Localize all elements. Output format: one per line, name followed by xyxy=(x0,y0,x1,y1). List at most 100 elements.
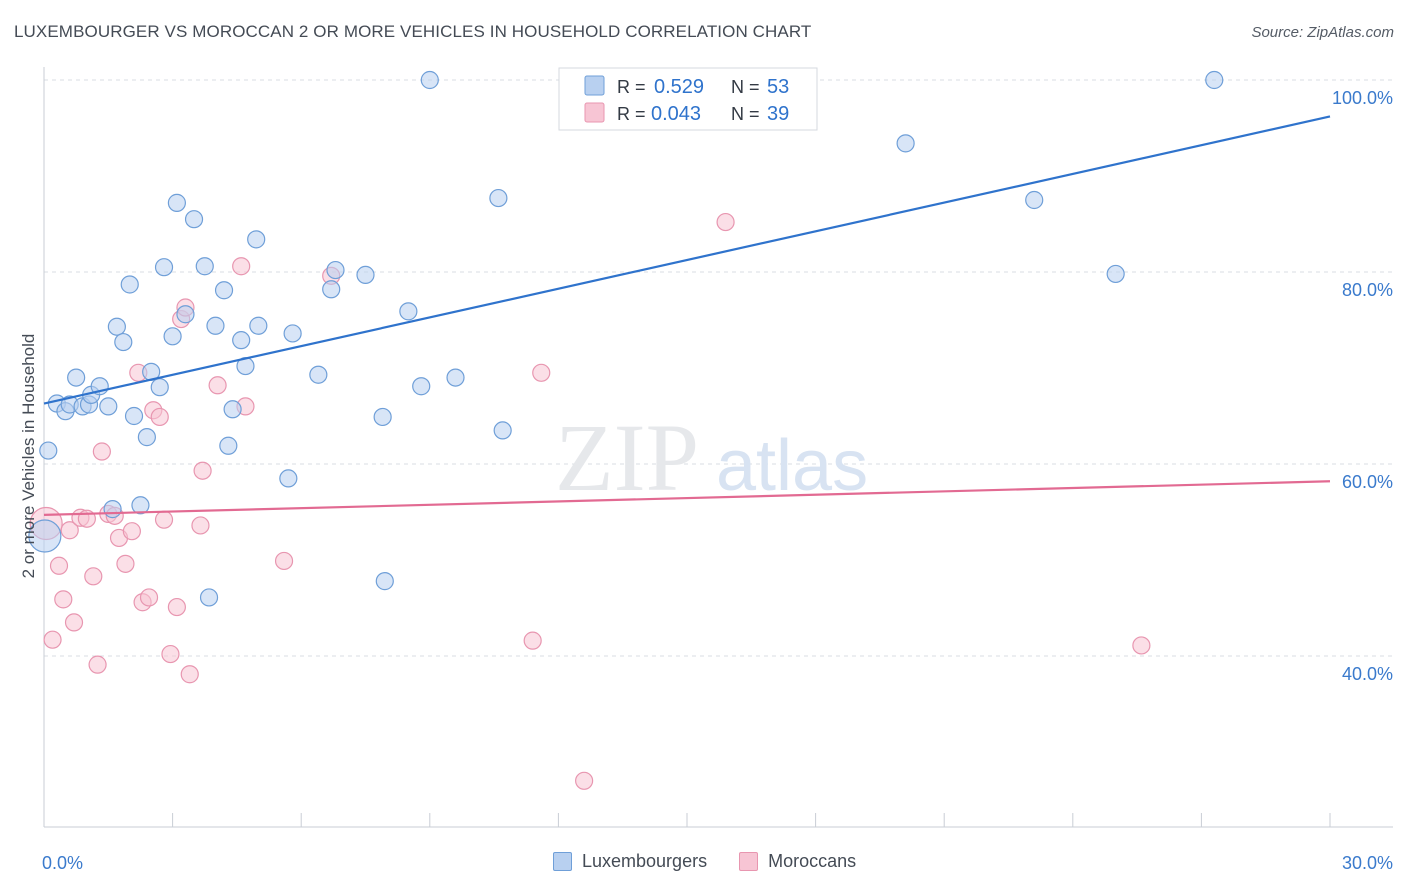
bottom-legend-item-moroccans: Moroccans xyxy=(739,851,856,872)
source-label: Source: ZipAtlas.com xyxy=(1251,24,1394,41)
moroccans-point xyxy=(274,551,294,571)
moroccans-point xyxy=(116,554,135,573)
luxembourgers-point xyxy=(279,469,298,488)
x-tick-label: 0.0% xyxy=(42,853,83,873)
trend-lines xyxy=(43,115,1331,516)
luxembourgers-point xyxy=(326,260,345,280)
bottom-legend-item-luxembourgers: Luxembourgers xyxy=(553,851,707,872)
luxembourgers-label: Luxembourgers xyxy=(582,851,708,871)
luxembourgers-point xyxy=(131,496,150,515)
legend-n-value-1: 53 xyxy=(767,76,789,98)
luxembourgers-point xyxy=(489,188,508,208)
tick-labels: 40.0% 60.0% 80.0% 100.0% 0.0% 30.0% xyxy=(42,88,1393,873)
luxembourgers-point xyxy=(219,436,238,455)
moroccans-point xyxy=(122,522,141,541)
chart-title: LUXEMBOURGER VS MOROCCAN 2 OR MORE VEHIC… xyxy=(14,22,812,41)
moroccans-point xyxy=(191,516,210,535)
luxembourgers-point xyxy=(184,210,204,229)
moroccans-point xyxy=(88,655,107,674)
moroccans-point xyxy=(60,521,79,540)
luxembourgers-point xyxy=(199,588,219,607)
y-tick-label: 40.0% xyxy=(1342,664,1393,684)
moroccans-point xyxy=(139,588,159,607)
moroccans-point xyxy=(523,631,542,650)
watermark-atlas: atlas xyxy=(716,426,868,506)
luxembourgers-point xyxy=(309,365,328,384)
luxembourgers-point xyxy=(163,327,182,346)
luxembourgers-point xyxy=(232,331,251,350)
luxembourgers-point xyxy=(206,316,225,335)
moroccans-point xyxy=(575,771,594,790)
luxembourgers-point xyxy=(195,257,214,276)
y-axis-label: 2 or more Vehicles in Household xyxy=(19,334,38,579)
moroccans-swatch xyxy=(739,852,759,871)
luxembourgers-point xyxy=(214,281,234,300)
luxembourgers-point xyxy=(1205,70,1224,90)
moroccans-point xyxy=(161,644,180,664)
moroccans-point xyxy=(154,510,174,529)
luxembourgers-point xyxy=(103,500,122,519)
moroccans-point xyxy=(167,597,186,617)
y-tick-label: 60.0% xyxy=(1342,472,1393,492)
grid-layer xyxy=(44,79,1392,657)
luxembourgers-trend-line xyxy=(43,115,1331,405)
legend-n-value-2: 39 xyxy=(767,103,789,125)
luxembourgers-point xyxy=(114,332,133,352)
moroccans-point xyxy=(193,461,212,480)
luxembourgers-point xyxy=(176,305,195,324)
luxembourgers-point xyxy=(283,324,302,343)
luxembourgers-point xyxy=(150,378,169,397)
luxembourgers-point xyxy=(67,368,86,387)
luxembourgers-point xyxy=(399,302,418,321)
moroccans-point xyxy=(43,630,62,649)
watermark-zip: ZIP xyxy=(555,404,699,511)
legend-n-label-1: N = xyxy=(731,77,760,97)
moroccans-point xyxy=(232,257,251,276)
luxembourgers-point xyxy=(99,397,118,416)
legend-n-label-2: N = xyxy=(731,104,760,124)
moroccans-point xyxy=(150,407,169,427)
legend-r-label-2: R = xyxy=(617,104,646,124)
luxembourgers-point xyxy=(896,134,915,153)
moroccans-point xyxy=(208,376,227,395)
moroccans-point xyxy=(64,613,84,632)
luxembourgers-point xyxy=(1106,264,1125,284)
moroccans-point xyxy=(180,665,199,684)
moroccans-point xyxy=(1132,636,1151,655)
luxembourgers-point xyxy=(167,193,186,212)
legend-r-value-2: 0.043 xyxy=(651,103,701,125)
luxembourgers-point xyxy=(247,230,266,249)
moroccans-point xyxy=(92,442,111,461)
luxembourgers-point xyxy=(373,407,392,427)
legend-swatch-pink xyxy=(584,102,605,123)
legend-r-label-1: R = xyxy=(617,77,646,97)
luxembourgers-point xyxy=(28,519,62,553)
luxembourgers-point xyxy=(322,280,341,299)
luxembourgers-point xyxy=(120,275,139,294)
luxembourgers-point xyxy=(1025,190,1044,210)
luxembourgers-point xyxy=(420,70,439,90)
luxembourgers-point xyxy=(412,377,431,396)
legend: R = 0.529 N = 53 R = 0.043 N = 39 xyxy=(558,67,818,131)
luxembourgers-point xyxy=(154,258,174,277)
luxembourgers-point xyxy=(137,428,156,447)
moroccans-point xyxy=(716,212,735,232)
luxembourgers-point xyxy=(493,421,512,440)
moroccans-point xyxy=(84,567,103,586)
moroccans-point xyxy=(54,590,73,609)
luxembourgers-point xyxy=(39,441,58,460)
moroccans-point xyxy=(49,556,69,575)
luxembourgers-point xyxy=(356,265,375,284)
luxembourgers-point xyxy=(107,317,126,336)
watermark: ZIP atlas xyxy=(555,404,868,511)
moroccans-point xyxy=(532,363,551,382)
y-tick-label: 80.0% xyxy=(1342,280,1393,300)
x-tick-label: 30.0% xyxy=(1342,853,1393,873)
bottom-legend: Luxembourgers Moroccans xyxy=(553,851,888,872)
moroccans-label: Moroccans xyxy=(768,851,857,871)
luxembourgers-point xyxy=(223,400,242,419)
luxembourgers-point xyxy=(375,572,394,591)
moroccans-trend-line xyxy=(43,480,1331,516)
legend-r-value-1: 0.529 xyxy=(654,76,704,98)
